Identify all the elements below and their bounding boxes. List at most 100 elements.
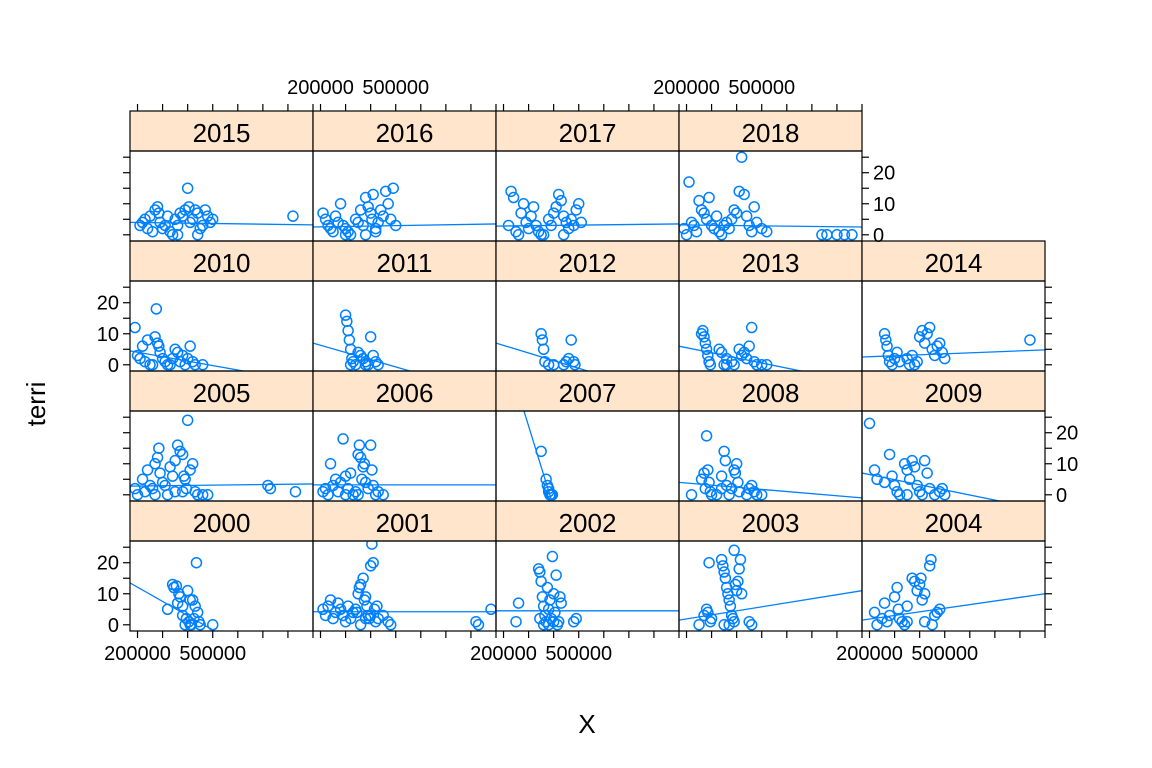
point-2014-25 bbox=[903, 359, 916, 371]
point-2013-20 bbox=[748, 355, 760, 368]
point-2006-27 bbox=[377, 489, 389, 501]
point-2003-14 bbox=[724, 600, 737, 612]
plot-area-2002 bbox=[496, 550, 679, 631]
point-2002-20 bbox=[555, 597, 567, 609]
point-2005-24 bbox=[186, 458, 199, 470]
strip-label-2011: 2011 bbox=[377, 248, 433, 278]
y-axis-right-row-2015: 0 10 20 bbox=[862, 156, 895, 247]
point-2015-16 bbox=[171, 219, 184, 232]
point-2001-31 bbox=[382, 615, 394, 628]
plot-area-2006 bbox=[313, 433, 496, 501]
fit-line-2018 bbox=[679, 224, 862, 228]
panel-2010: 2010 bbox=[129, 240, 314, 372]
point-2004-15 bbox=[911, 584, 923, 597]
point-2009-2 bbox=[871, 473, 883, 486]
point-2018-23 bbox=[735, 151, 748, 163]
point-2002-9 bbox=[541, 581, 554, 594]
point-2009-24 bbox=[901, 489, 913, 501]
point-2017-6 bbox=[517, 198, 530, 210]
panel-2003: 2003 bbox=[678, 500, 863, 632]
point-2004-20 bbox=[923, 560, 936, 572]
point-2003-26 bbox=[718, 619, 730, 631]
point-2010-25 bbox=[189, 359, 201, 371]
strip-2018 bbox=[678, 110, 863, 152]
point-2003-0 bbox=[693, 619, 705, 631]
point-2002-16 bbox=[550, 569, 562, 581]
point-2005-0 bbox=[130, 482, 141, 495]
point-2003-21 bbox=[733, 563, 745, 575]
point-2014-0 bbox=[878, 328, 891, 340]
point-2017-18 bbox=[552, 188, 565, 201]
fit-line-2007 bbox=[523, 411, 553, 501]
point-2016-20 bbox=[367, 188, 379, 201]
point-2000-17 bbox=[188, 612, 200, 625]
point-2014-8 bbox=[893, 355, 906, 368]
point-2008-13 bbox=[723, 489, 735, 501]
point-2016-1 bbox=[319, 213, 332, 226]
y-axis-right-row-2005: 0 10 20 bbox=[1045, 416, 1078, 507]
x-axis-bottom-col-1 bbox=[319, 631, 497, 638]
plot-area-2007 bbox=[523, 411, 559, 501]
point-2016-14 bbox=[354, 204, 367, 216]
point-2017-1 bbox=[505, 185, 517, 198]
point-2018-32 bbox=[816, 229, 828, 241]
panel-2013: 2013 bbox=[678, 240, 863, 372]
y-tick-label: 20 bbox=[1056, 423, 1078, 445]
panel-frame-2011 bbox=[312, 280, 497, 372]
point-2001-11 bbox=[344, 612, 357, 625]
fit-line-2010 bbox=[130, 350, 247, 371]
point-2004-24 bbox=[931, 606, 943, 619]
point-2005-11 bbox=[156, 476, 169, 489]
plot-area-2011 bbox=[313, 309, 413, 371]
point-2016-31 bbox=[359, 229, 372, 241]
fit-line-2014 bbox=[862, 349, 1045, 358]
x-tick-label: 500000 bbox=[728, 77, 795, 99]
point-2008-17 bbox=[730, 458, 743, 470]
point-2001-17 bbox=[357, 572, 369, 584]
strip-2007 bbox=[495, 370, 680, 412]
point-2009-7 bbox=[891, 485, 903, 498]
plot-area-2015 bbox=[130, 182, 313, 241]
point-2017-2 bbox=[507, 191, 520, 204]
point-2004-19 bbox=[918, 588, 931, 600]
point-2015-10 bbox=[156, 222, 169, 235]
point-2001-24 bbox=[366, 541, 378, 550]
panel-2016: 2016 bbox=[312, 110, 497, 242]
point-2010-23 bbox=[184, 340, 196, 352]
point-2002-11 bbox=[544, 594, 556, 606]
y-axis-left-row-2005 bbox=[123, 416, 130, 496]
point-2003-10 bbox=[719, 572, 732, 584]
point-2010-27 bbox=[161, 359, 174, 371]
point-2000-10 bbox=[190, 556, 203, 569]
point-2003-24 bbox=[743, 615, 755, 628]
plot-area-2010 bbox=[130, 303, 247, 371]
point-2015-20 bbox=[181, 182, 194, 194]
point-2003-17 bbox=[728, 544, 740, 557]
point-2018-7 bbox=[695, 204, 708, 216]
fit-line-2011 bbox=[313, 342, 413, 371]
point-2012-9 bbox=[565, 334, 577, 346]
point-2006-12 bbox=[347, 489, 359, 501]
point-2015-31 bbox=[206, 213, 219, 226]
x-tick-label: 200000 bbox=[470, 643, 537, 665]
point-2017-29 bbox=[557, 229, 570, 241]
point-2004-11 bbox=[898, 619, 911, 631]
panel-frame-2001 bbox=[312, 540, 497, 632]
point-2014-22 bbox=[936, 346, 948, 359]
fit-line-2017 bbox=[496, 223, 679, 227]
fit-line-2003 bbox=[679, 590, 862, 621]
fit-line-2012 bbox=[496, 342, 590, 371]
point-2014-24 bbox=[1024, 334, 1036, 346]
point-2006-2 bbox=[322, 489, 334, 501]
point-2005-34 bbox=[169, 485, 181, 498]
point-2002-22 bbox=[570, 612, 582, 625]
point-2014-5 bbox=[886, 359, 898, 371]
x-tick-label: 500000 bbox=[545, 643, 612, 665]
point-2005-7 bbox=[149, 458, 161, 470]
point-2016-18 bbox=[364, 207, 377, 219]
point-2004-13 bbox=[906, 572, 918, 584]
strip-2005 bbox=[129, 370, 314, 412]
point-2007-7 bbox=[542, 482, 555, 495]
point-2015-34 bbox=[191, 229, 204, 241]
point-2004-3 bbox=[878, 597, 891, 609]
